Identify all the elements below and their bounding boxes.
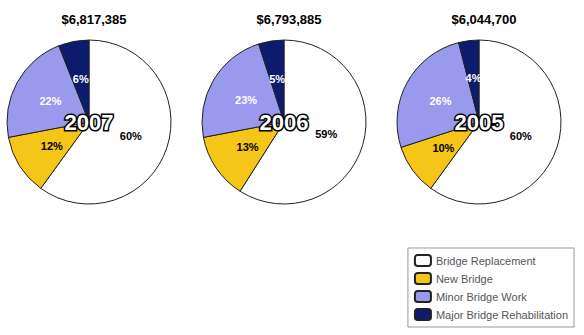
svg-text:10%: 10% (432, 142, 454, 154)
svg-text:59%: 59% (315, 128, 337, 140)
svg-text:Minor Bridge Work: Minor Bridge Work (436, 291, 527, 303)
svg-text:$6,817,385: $6,817,385 (61, 12, 126, 27)
svg-text:New Bridge: New Bridge (436, 273, 493, 285)
svg-text:2007: 2007 (65, 110, 114, 135)
svg-text:$6,793,885: $6,793,885 (256, 12, 321, 27)
svg-text:2005: 2005 (455, 110, 504, 135)
svg-text:60%: 60% (510, 130, 532, 142)
svg-text:2006: 2006 (260, 110, 309, 135)
svg-text:5%: 5% (269, 73, 285, 85)
svg-text:60%: 60% (120, 130, 142, 142)
svg-text:12%: 12% (41, 140, 63, 152)
svg-text:Bridge Replacement: Bridge Replacement (436, 255, 536, 267)
svg-text:23%: 23% (235, 94, 257, 106)
svg-text:26%: 26% (429, 95, 451, 107)
svg-text:$6,044,700: $6,044,700 (451, 12, 516, 27)
svg-text:4%: 4% (466, 72, 482, 84)
svg-text:Major Bridge Rehabilitation: Major Bridge Rehabilitation (436, 309, 568, 321)
svg-text:22%: 22% (39, 95, 61, 107)
svg-text:13%: 13% (237, 141, 259, 153)
svg-text:6%: 6% (73, 73, 89, 85)
